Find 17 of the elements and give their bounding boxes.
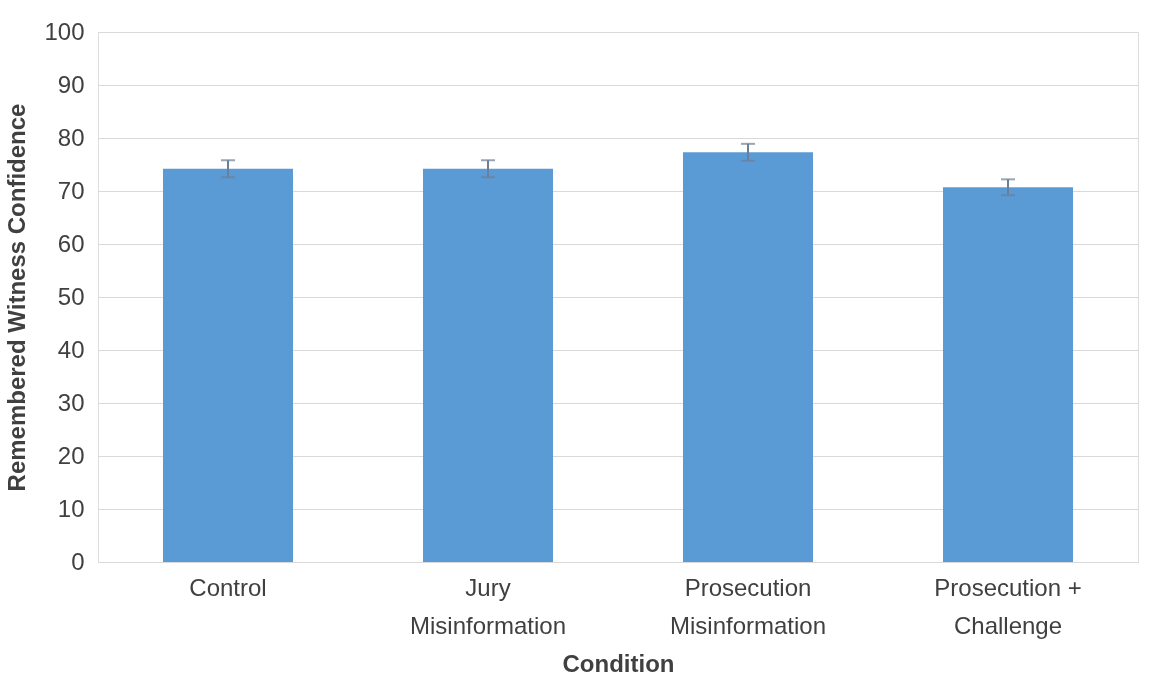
y-tick-label: 50 xyxy=(57,282,85,310)
y-tick-label: 100 xyxy=(44,17,85,45)
x-tick-label: Control xyxy=(189,573,267,601)
y-tick-label: 60 xyxy=(57,229,85,257)
y-tick-label: 10 xyxy=(57,494,85,522)
y-tick-label: 70 xyxy=(57,176,85,204)
y-tick-label: 20 xyxy=(57,441,85,469)
y-tick-label: 30 xyxy=(57,388,85,416)
x-tick-label: Prosecution + Challenge xyxy=(934,573,1082,639)
y-tick-label: 40 xyxy=(57,335,85,363)
y-tick-label: 80 xyxy=(57,123,85,151)
x-tick-label: Jury Misinformation xyxy=(409,573,567,639)
x-axis-title: Condition xyxy=(562,649,675,677)
y-tick-label: 0 xyxy=(71,547,85,575)
x-tick-label: Prosecution Misinformation xyxy=(669,573,827,639)
y-axis-title: Remembered Witness Confidence xyxy=(3,103,31,492)
y-tick-label: 90 xyxy=(57,70,85,98)
